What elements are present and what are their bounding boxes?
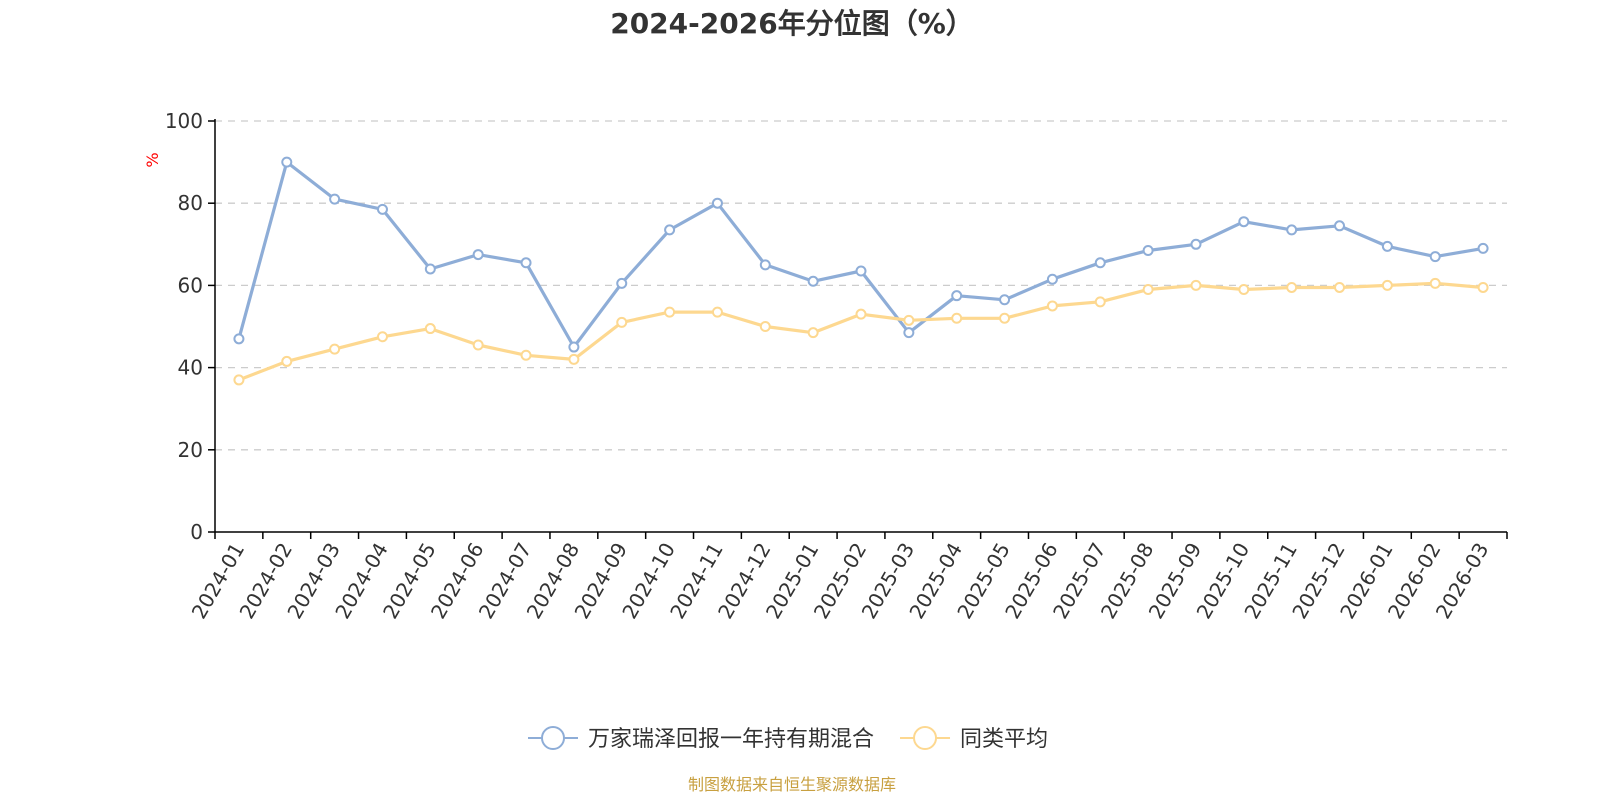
data-point[interactable] (759, 259, 771, 271)
data-point[interactable] (1334, 281, 1346, 293)
data-point[interactable] (424, 323, 436, 335)
legend[interactable]: 万家瑞泽回报一年持有期混合 同类平均 (528, 726, 1048, 752)
data-point[interactable] (1238, 216, 1250, 228)
data-point[interactable] (1190, 238, 1202, 250)
series-line (237, 281, 1485, 382)
data-point[interactable] (233, 333, 245, 345)
gridlines (215, 120, 1507, 451)
data-point[interactable] (903, 327, 915, 339)
series-lines (233, 156, 1489, 386)
data-point[interactable] (1142, 284, 1154, 296)
data-point[interactable] (711, 306, 723, 318)
data-point[interactable] (1286, 281, 1298, 293)
data-point[interactable] (520, 349, 532, 361)
legend-marker-icon (913, 726, 938, 750)
data-point[interactable] (616, 277, 628, 289)
data-point[interactable] (999, 294, 1011, 306)
data-point[interactable] (281, 355, 293, 367)
data-point[interactable] (1094, 296, 1106, 308)
data-point[interactable] (1046, 273, 1058, 285)
data-source-note: 制图数据来自恒生聚源数据库 (688, 775, 896, 794)
data-point[interactable] (807, 275, 819, 287)
data-point[interactable] (233, 374, 245, 386)
data-point[interactable] (1429, 277, 1441, 289)
data-point[interactable] (711, 197, 723, 209)
legend-item[interactable]: 同类平均 (900, 726, 1048, 752)
data-point[interactable] (855, 265, 867, 277)
data-point[interactable] (329, 193, 341, 205)
data-point[interactable] (999, 312, 1011, 324)
legend-marker-icon (541, 726, 565, 750)
chart-title: 2024-2026年分位图（%） (610, 7, 974, 40)
y-tick-label: 20 (178, 438, 203, 462)
series-2 (233, 277, 1489, 386)
data-point[interactable] (1046, 300, 1058, 312)
legend-label: 万家瑞泽回报一年持有期混合 (588, 727, 874, 752)
data-point[interactable] (472, 339, 484, 351)
data-point[interactable] (1286, 224, 1298, 236)
data-point[interactable] (616, 316, 628, 328)
data-point[interactable] (568, 353, 580, 365)
data-point[interactable] (424, 263, 436, 275)
data-point[interactable] (376, 203, 388, 215)
y-tick-label: 60 (178, 273, 203, 297)
axes: 0204060801002024-012024-022024-032024-04… (165, 109, 1508, 623)
data-point[interactable] (329, 343, 341, 355)
data-point[interactable] (1334, 220, 1346, 232)
series-1 (233, 156, 1489, 353)
y-tick-label: 0 (190, 520, 203, 544)
data-point[interactable] (1190, 279, 1202, 291)
data-point[interactable] (1381, 279, 1393, 291)
data-point[interactable] (903, 314, 915, 326)
legend-label: 同类平均 (960, 727, 1048, 752)
data-point[interactable] (759, 321, 771, 332)
data-point[interactable] (664, 224, 676, 236)
data-point[interactable] (376, 331, 388, 343)
y-tick-label: 100 (165, 109, 203, 133)
data-point[interactable] (1429, 251, 1441, 263)
y-tick-label: 80 (178, 191, 203, 215)
data-point[interactable] (520, 257, 532, 269)
data-point[interactable] (281, 156, 293, 168)
y-axis-unit-label: % (143, 152, 162, 167)
data-point[interactable] (951, 290, 963, 302)
data-point[interactable] (1477, 242, 1489, 254)
data-point[interactable] (664, 306, 676, 318)
data-point[interactable] (568, 341, 580, 353)
data-point[interactable] (1381, 240, 1393, 252)
data-point[interactable] (807, 327, 819, 339)
data-point[interactable] (1142, 244, 1154, 256)
data-point[interactable] (855, 308, 867, 320)
data-point[interactable] (1238, 284, 1250, 296)
data-point[interactable] (1094, 257, 1106, 269)
data-point[interactable] (951, 312, 963, 324)
legend-item[interactable]: 万家瑞泽回报一年持有期混合 (528, 726, 874, 752)
data-point[interactable] (1477, 281, 1489, 293)
y-tick-label: 40 (178, 356, 203, 380)
data-point[interactable] (472, 249, 484, 261)
